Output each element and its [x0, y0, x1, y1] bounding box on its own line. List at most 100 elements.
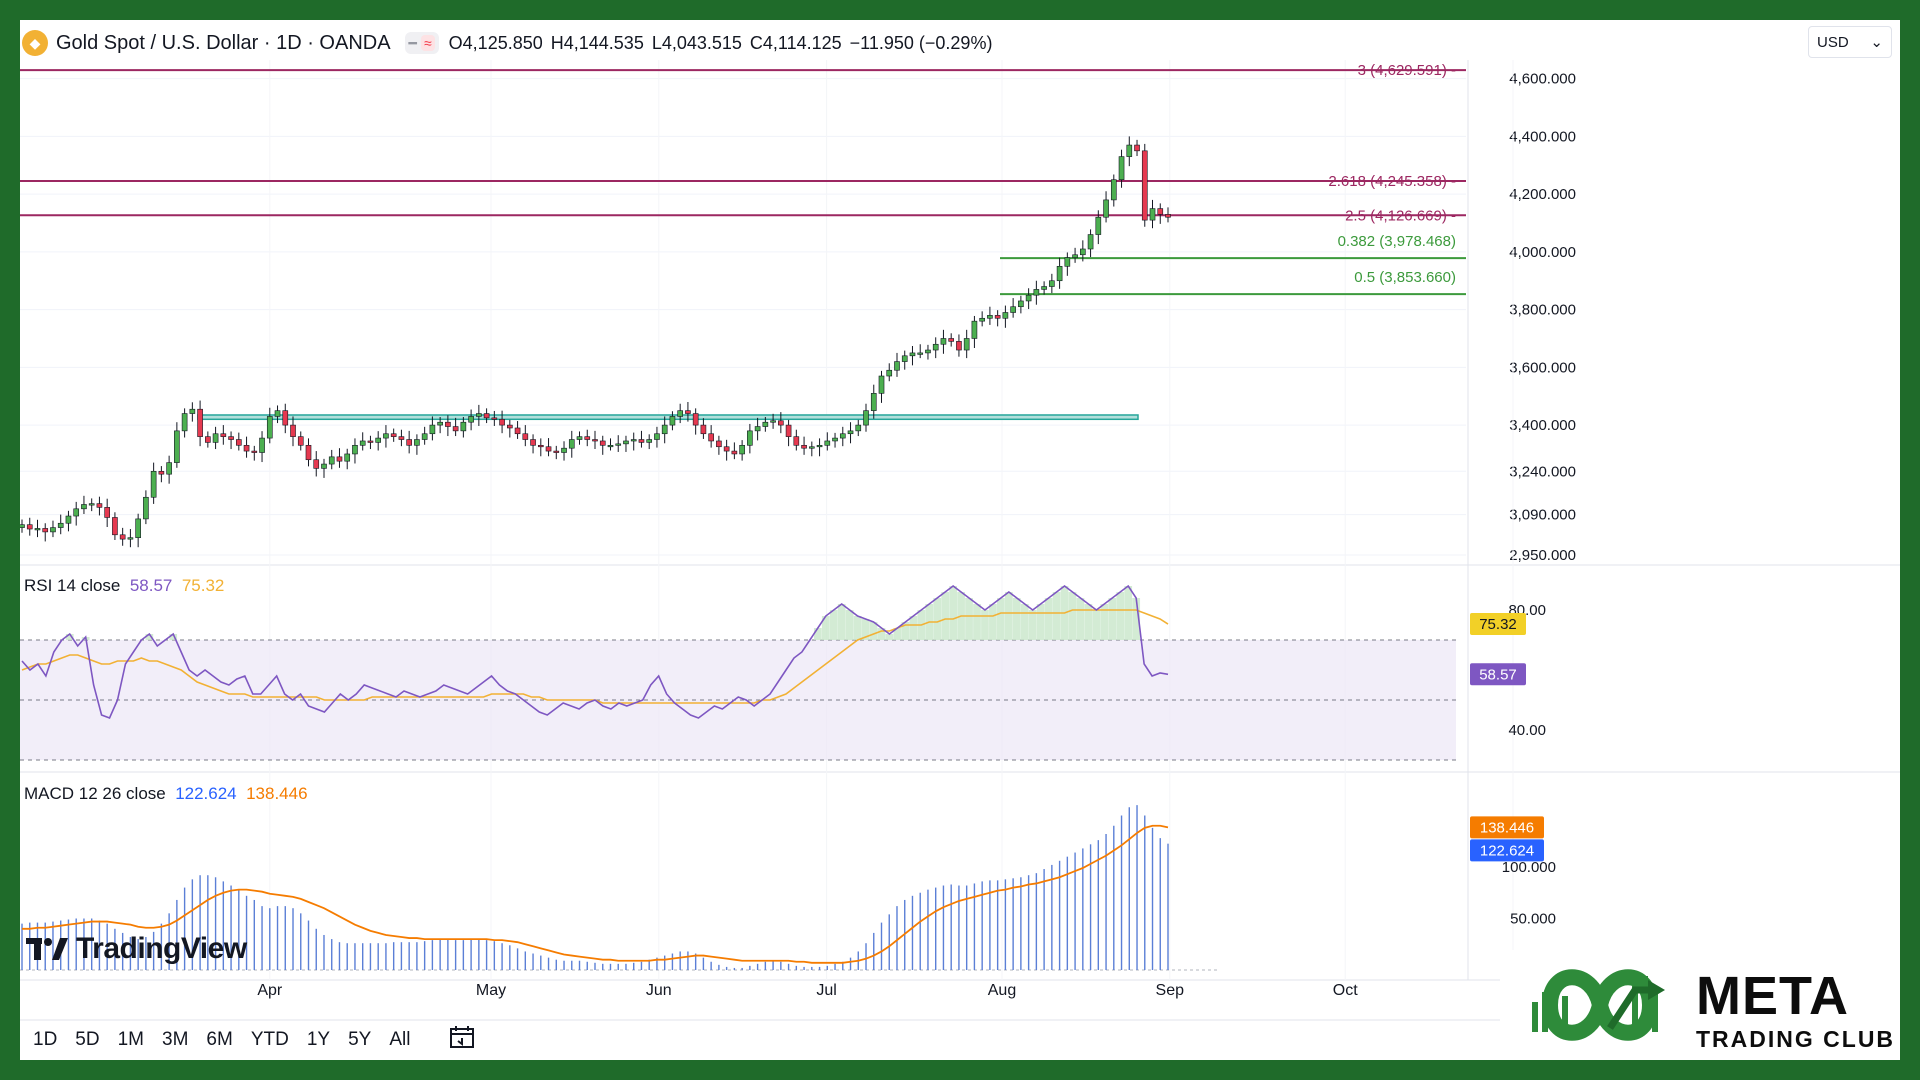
candle-body	[1064, 257, 1071, 267]
candle-body	[661, 424, 668, 435]
rsi-line	[21, 584, 1169, 720]
time-axis-label: Aug	[988, 982, 1016, 999]
candle-body	[321, 463, 327, 469]
meta-wordmark: META	[1696, 966, 1849, 1026]
candle-body	[584, 436, 591, 440]
symbol-header: ◆ Gold Spot / U.S. Dollar · 1D · OANDA ━…	[22, 28, 1000, 58]
candle-body	[1141, 150, 1148, 221]
candle-body	[57, 522, 64, 528]
timeframe-ytd[interactable]: YTD	[250, 1029, 289, 1050]
candle-body	[522, 433, 529, 440]
candle-body	[367, 440, 374, 443]
candle-body	[104, 507, 110, 518]
candle-body	[143, 496, 149, 520]
candle-body	[870, 393, 877, 411]
candle-body	[599, 440, 606, 446]
candle-body	[383, 433, 389, 439]
candle-body	[259, 437, 265, 453]
candle-body	[793, 436, 800, 446]
symbol-title[interactable]: Gold Spot / U.S. Dollar · 1D · OANDA	[56, 31, 391, 54]
rsi-value: 58.57	[129, 576, 173, 595]
candle-body	[476, 413, 482, 417]
minus-icon[interactable]: ━	[408, 34, 417, 51]
candle-body	[507, 424, 513, 429]
candle-body	[297, 436, 304, 446]
currency-selector[interactable]: USD ⌄	[1808, 26, 1892, 58]
candle-body	[197, 408, 203, 437]
fib-level-label: 0.5 (3,853.660)	[1354, 269, 1456, 286]
candle-body	[607, 444, 614, 448]
rsi-legend[interactable]: RSI 14 close 58.57 75.32	[24, 576, 224, 596]
candle-body	[561, 447, 567, 453]
candle-body	[1134, 144, 1140, 152]
calendar-icon[interactable]	[443, 1023, 481, 1057]
candle-body	[375, 437, 382, 443]
candle-body	[917, 352, 924, 355]
fib-level-label: 3 (4,629.591) -	[1358, 62, 1456, 79]
indicator-pill[interactable]: ━ ≈	[404, 32, 439, 54]
rsi-overbought-fill	[65, 586, 1141, 640]
price-tick-label: 4,000.000	[1509, 244, 1576, 261]
macd-legend[interactable]: MACD 12 26 close 122.624 138.446	[24, 784, 308, 804]
candle-body	[274, 410, 281, 417]
candle-body	[1072, 254, 1078, 258]
candle-body	[646, 439, 653, 443]
candle-body	[468, 416, 474, 423]
time-axis-label: May	[476, 982, 506, 999]
price-tick-label: 3,400.000	[1509, 417, 1576, 434]
rsi-band	[20, 640, 1456, 760]
ohlc-change: −11.950 (−0.29%)	[849, 32, 993, 53]
candle-body	[940, 338, 947, 345]
timeframe-5d[interactable]: 5D	[75, 1029, 100, 1050]
timeframe-1m[interactable]: 1M	[117, 1029, 144, 1050]
candle-body	[1033, 289, 1040, 296]
candle-body	[398, 436, 405, 440]
timeframe-5y[interactable]: 5Y	[348, 1029, 372, 1050]
candle-body	[483, 413, 490, 419]
candle-body	[243, 444, 250, 452]
candle-body	[1110, 179, 1117, 201]
timeframe-3m[interactable]: 3M	[162, 1029, 189, 1050]
meta-subtitle: TRADING CLUB	[1696, 1026, 1896, 1052]
candle-body	[205, 436, 211, 443]
candle-body	[863, 410, 869, 426]
candle-body	[189, 408, 196, 414]
candle-body	[808, 446, 815, 449]
candle-body	[987, 315, 993, 319]
candle-body	[979, 317, 985, 322]
candle-body	[1126, 144, 1133, 157]
candle-body	[692, 413, 699, 426]
ohlc-low: L4,043.515	[651, 32, 742, 53]
candle-body	[352, 444, 358, 455]
signal-tag	[1470, 816, 1544, 839]
timeframe-6m[interactable]: 6M	[206, 1029, 233, 1050]
price-tick-label: 4,600.000	[1509, 71, 1576, 88]
candle-body	[251, 450, 258, 453]
candle-body	[801, 444, 807, 449]
timeframe-1d[interactable]: 1D	[33, 1029, 58, 1050]
candle-body	[623, 440, 629, 445]
candle-body	[669, 416, 676, 426]
timeframe-1y[interactable]: 1Y	[306, 1029, 331, 1050]
candle-body	[994, 315, 1001, 319]
candle-body	[847, 430, 854, 435]
price-tick-label: 3,090.000	[1509, 507, 1576, 524]
chart-canvas[interactable]: 4,600.000 4,400.000 4,200.000 4,000.000 3,80…	[20, 20, 1900, 1060]
tradingview-logo[interactable]: TradingView	[26, 932, 247, 966]
candle-body	[971, 320, 978, 339]
candle-body	[1157, 208, 1164, 215]
macd-value: 122.624	[175, 784, 237, 803]
wave-icon[interactable]: ≈	[420, 35, 435, 51]
candle-body	[545, 446, 552, 452]
candle-body	[220, 433, 227, 437]
candle-body	[723, 446, 730, 452]
candle-body	[762, 421, 769, 427]
candle-body	[537, 444, 544, 448]
timeframe-all[interactable]: All	[389, 1029, 411, 1050]
candle-body	[112, 517, 118, 536]
candle-body	[754, 426, 761, 432]
time-axis-label: Oct	[1333, 982, 1358, 999]
candle-body	[568, 439, 575, 449]
time-axis-label: Jul	[816, 982, 836, 999]
candle-body	[1056, 266, 1063, 282]
